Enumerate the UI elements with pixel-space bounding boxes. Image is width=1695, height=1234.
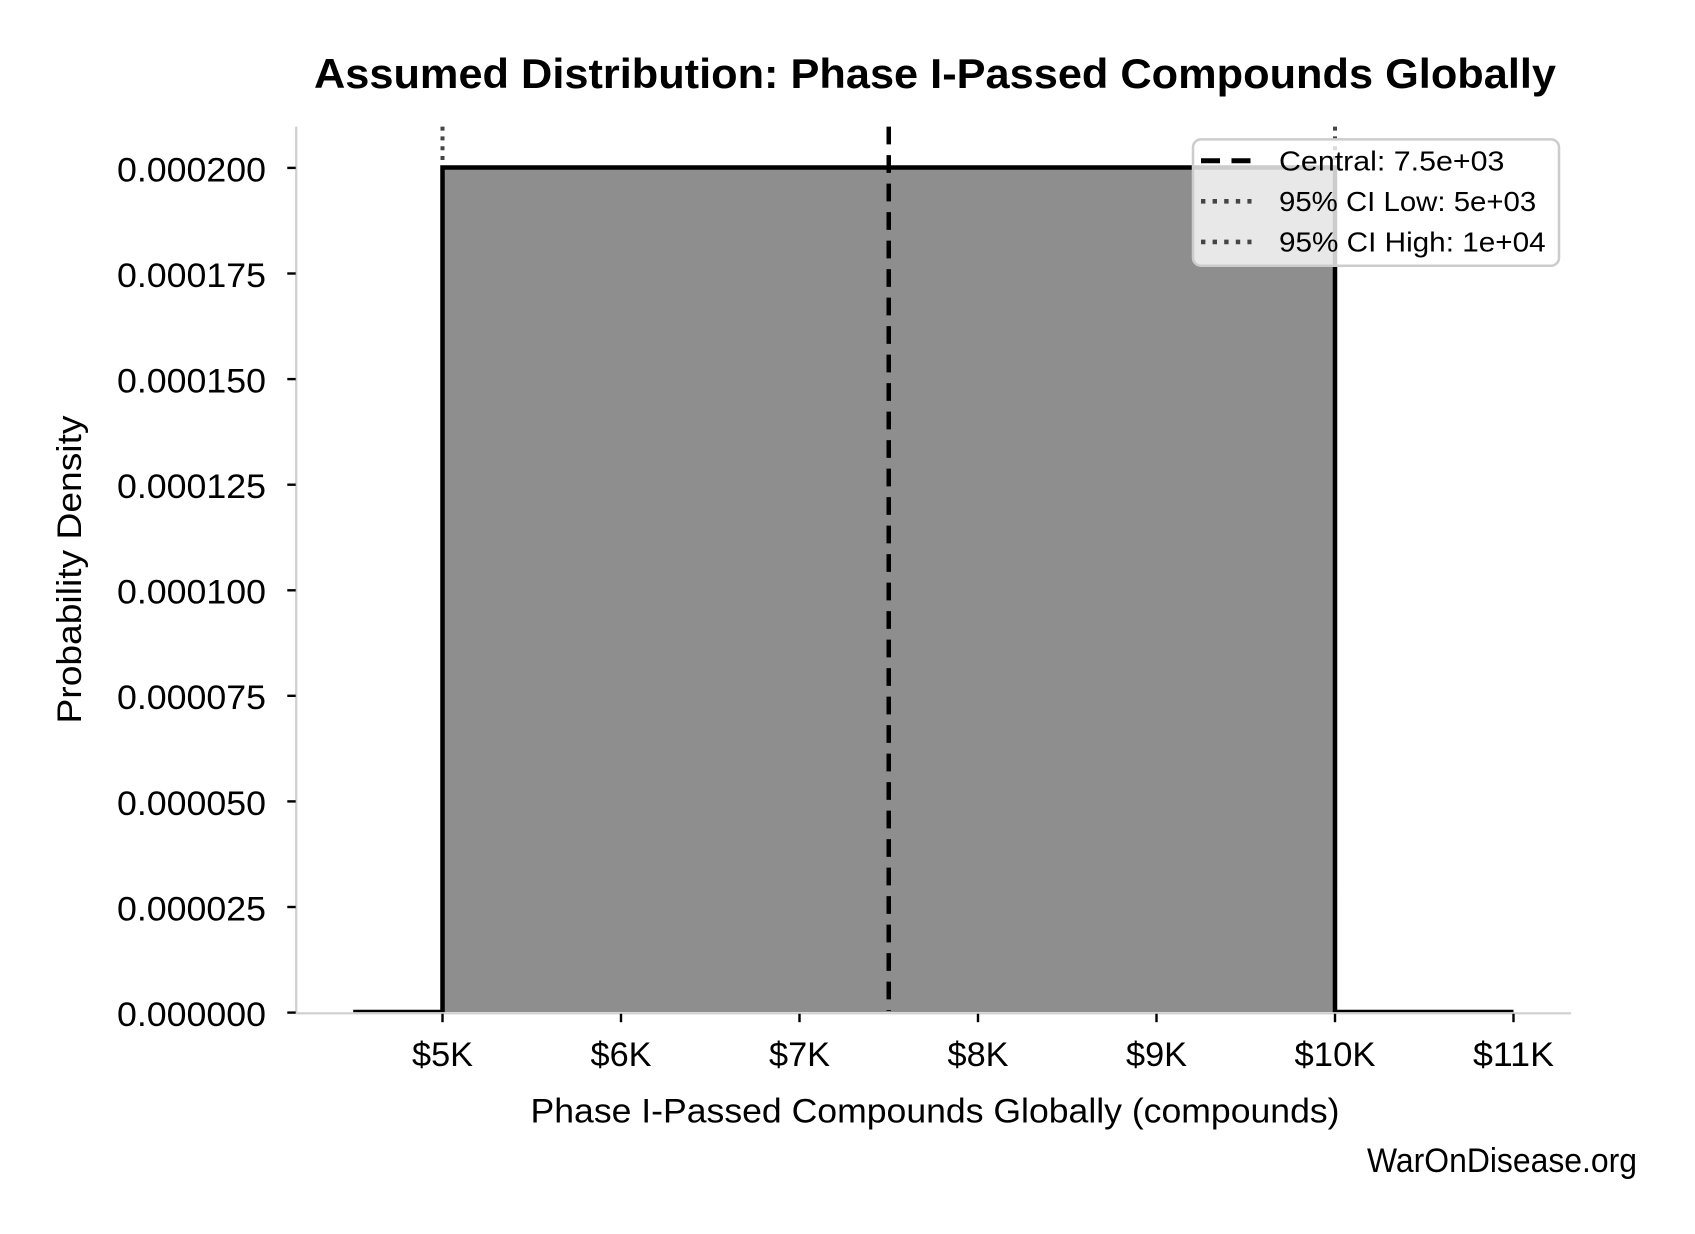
svg-text:$10K: $10K (1295, 1036, 1376, 1074)
svg-text:Phase I-Passed Compounds Globa: Phase I-Passed Compounds Globally (compo… (531, 1093, 1340, 1131)
svg-text:$5K: $5K (412, 1036, 473, 1074)
svg-text:$7K: $7K (769, 1036, 830, 1074)
svg-text:0.000075: 0.000075 (117, 679, 266, 717)
svg-text:Central: 7.5e+03: Central: 7.5e+03 (1279, 145, 1504, 176)
svg-text:0.000150: 0.000150 (117, 363, 266, 401)
svg-text:0.000200: 0.000200 (117, 151, 266, 189)
svg-text:$6K: $6K (591, 1036, 652, 1074)
svg-text:Probability Density: Probability Density (51, 416, 89, 724)
svg-text:0.000175: 0.000175 (117, 257, 266, 295)
svg-text:0.000050: 0.000050 (117, 785, 266, 823)
svg-text:0.000000: 0.000000 (117, 996, 266, 1034)
svg-text:95% CI High: 1e+04: 95% CI High: 1e+04 (1279, 226, 1546, 257)
svg-text:$8K: $8K (948, 1036, 1009, 1074)
svg-text:$9K: $9K (1126, 1036, 1187, 1074)
svg-text:0.000125: 0.000125 (117, 468, 266, 506)
svg-text:Assumed Distribution: Phase I-: Assumed Distribution: Phase I-Passed Com… (314, 50, 1557, 97)
svg-text:95% CI Low: 5e+03: 95% CI Low: 5e+03 (1279, 186, 1536, 217)
svg-text:0.000025: 0.000025 (117, 890, 266, 928)
svg-text:0.000100: 0.000100 (117, 574, 266, 612)
svg-text:$11K: $11K (1473, 1036, 1554, 1074)
svg-text:WarOnDisease.org: WarOnDisease.org (1367, 1142, 1637, 1180)
